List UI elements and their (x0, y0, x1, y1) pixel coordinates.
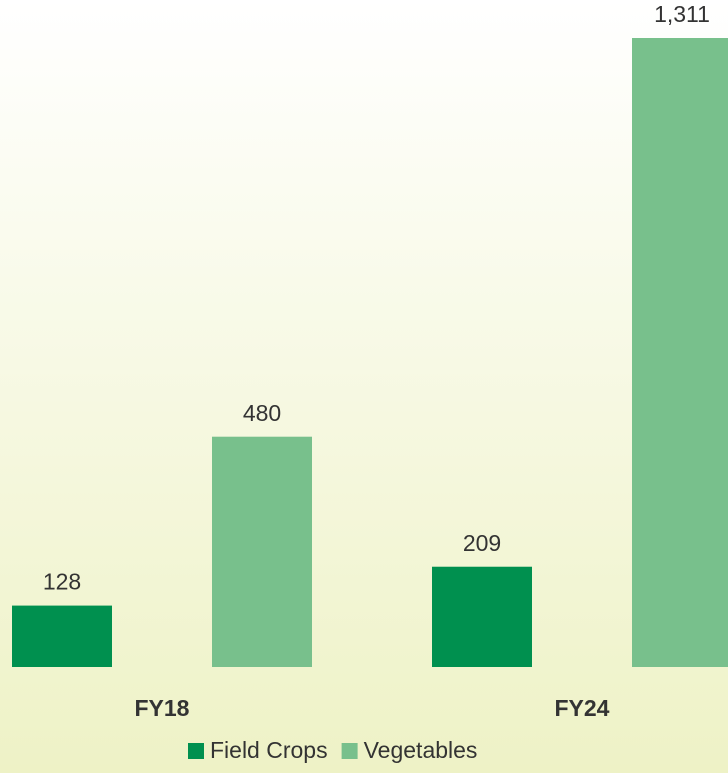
x-tick-label: FY18 (135, 695, 190, 721)
data-label: 480 (243, 400, 281, 426)
legend-swatch (341, 743, 358, 759)
data-label: 128 (43, 569, 81, 595)
legend-swatch (188, 743, 204, 759)
bar (432, 566, 532, 667)
legend-label: Field Crops (210, 737, 328, 763)
bar (12, 605, 112, 667)
data-label: 1,311 (654, 1, 710, 27)
data-label: 209 (463, 530, 501, 556)
legend-label: Vegetables (364, 737, 478, 763)
bar (632, 38, 728, 667)
x-tick-label: FY24 (555, 695, 610, 721)
bar (212, 436, 312, 667)
